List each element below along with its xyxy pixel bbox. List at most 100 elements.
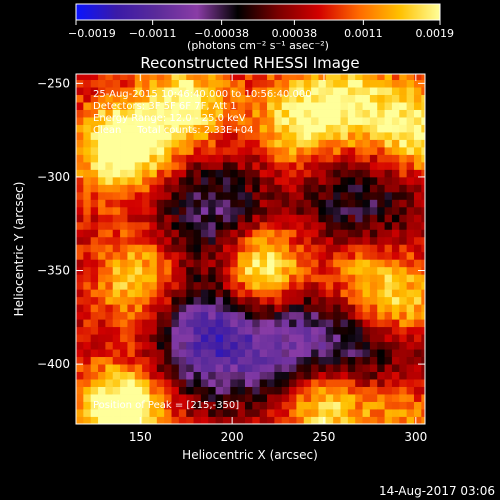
heatmap-cell — [281, 206, 290, 215]
heatmap-cell — [237, 281, 246, 290]
heatmap-cell — [200, 87, 209, 95]
heatmap-cell — [90, 371, 99, 380]
heatmap-cell — [289, 371, 297, 380]
heatmap-cell — [215, 259, 224, 268]
heatmap-cell — [112, 94, 121, 103]
heatmap-cell — [156, 274, 165, 283]
heatmap-cell — [200, 169, 209, 178]
heatmap-cell — [112, 161, 121, 170]
heatmap-cell — [333, 221, 341, 230]
heatmap-cell — [105, 296, 114, 305]
heatmap-cell — [215, 184, 224, 193]
heatmap-cell — [318, 289, 327, 298]
heatmap-cell — [413, 334, 422, 343]
heatmap-cell — [311, 371, 319, 380]
heatmap-cell — [391, 356, 400, 365]
heatmap-cell — [267, 214, 275, 223]
heatmap-cell — [318, 176, 327, 185]
heatmap-cell — [142, 161, 150, 170]
heatmap-cell — [281, 356, 290, 365]
heatmap-cell — [149, 266, 158, 275]
heatmap-cell — [340, 296, 349, 305]
heatmap-cell — [325, 326, 334, 335]
heatmap-cell — [384, 409, 393, 417]
heatmap-cell — [252, 184, 261, 193]
heatmap-cell — [98, 102, 106, 110]
heatmap-cell — [230, 154, 239, 163]
heatmap-cell — [90, 311, 99, 320]
heatmap-cell — [142, 349, 150, 358]
heatmap-cell — [267, 364, 275, 372]
heatmap-cell — [369, 274, 378, 283]
heatmap-cell — [178, 229, 187, 238]
heatmap-cell — [311, 109, 319, 118]
heatmap-cell — [296, 191, 305, 200]
heatmap-cell — [296, 274, 305, 283]
heatmap-cell — [289, 199, 297, 208]
heatmap-cell — [142, 206, 150, 215]
heatmap-cell — [413, 364, 422, 372]
heatmap-cell — [76, 281, 84, 290]
heatmap-cell — [164, 416, 172, 424]
heatmap-cell — [296, 251, 305, 260]
heatmap-cell — [105, 304, 114, 313]
heatmap-cell — [164, 229, 172, 238]
heatmap-cell — [325, 206, 334, 215]
heatmap-cell — [267, 146, 275, 155]
heatmap-cell — [355, 199, 363, 208]
heatmap-cell — [377, 214, 385, 223]
heatmap-cell — [318, 416, 327, 424]
heatmap-cell — [186, 94, 194, 103]
heatmap-cell — [406, 169, 415, 178]
heatmap-cell — [149, 79, 158, 88]
heatmap-cell — [134, 132, 143, 140]
heatmap-cell — [413, 379, 422, 387]
heatmap-cell — [237, 274, 246, 283]
heatmap-cell — [274, 356, 283, 365]
heatmap-cell — [120, 74, 128, 81]
heatmap-cell — [259, 244, 268, 253]
heatmap-cell — [325, 416, 334, 424]
heatmap-cell — [391, 176, 400, 185]
heatmap-cell — [127, 176, 136, 185]
heatmap-cell — [340, 124, 349, 133]
heatmap-cell — [244, 221, 253, 230]
heatmap-cell — [193, 206, 202, 215]
heatmap-cell — [98, 236, 106, 245]
heatmap-cell — [274, 326, 283, 335]
heatmap-cell — [193, 87, 202, 95]
heatmap-cell — [274, 117, 283, 125]
heatmap-cell — [303, 356, 312, 365]
heatmap-cell — [325, 236, 334, 245]
heatmap-cell — [325, 251, 334, 260]
heatmap-cell — [391, 319, 400, 328]
heatmap-cell — [340, 184, 349, 193]
heatmap-cell — [289, 266, 297, 275]
heatmap-cell — [325, 117, 334, 125]
annotation-block: 25-Aug-2015 10:46:40.000 to 10:56:40.000… — [93, 89, 312, 411]
heatmap-cell — [127, 259, 136, 268]
heatmap-cell — [391, 124, 400, 133]
heatmap-cell — [76, 349, 84, 358]
heatmap-cell — [289, 109, 297, 118]
heatmap-cell — [289, 74, 297, 81]
heatmap-cell — [325, 146, 334, 155]
heatmap-cell — [318, 304, 327, 313]
heatmap-cell — [105, 161, 114, 170]
heatmap-cell — [377, 319, 385, 328]
heatmap-cell — [171, 356, 180, 365]
heatmap-cell — [377, 409, 385, 417]
heatmap-cell — [215, 356, 224, 365]
heatmap-cell — [413, 274, 422, 283]
heatmap-cell — [105, 326, 114, 335]
heatmap-cell — [171, 289, 180, 298]
heatmap-cell — [171, 281, 180, 290]
heatmap-cell — [384, 266, 393, 275]
heatmap-cell — [421, 251, 425, 260]
heatmap-cell — [98, 281, 106, 290]
heatmap-cell — [134, 206, 143, 215]
heatmap-cell — [296, 221, 305, 230]
heatmap-cell — [303, 266, 312, 275]
heatmap-cell — [318, 161, 327, 170]
